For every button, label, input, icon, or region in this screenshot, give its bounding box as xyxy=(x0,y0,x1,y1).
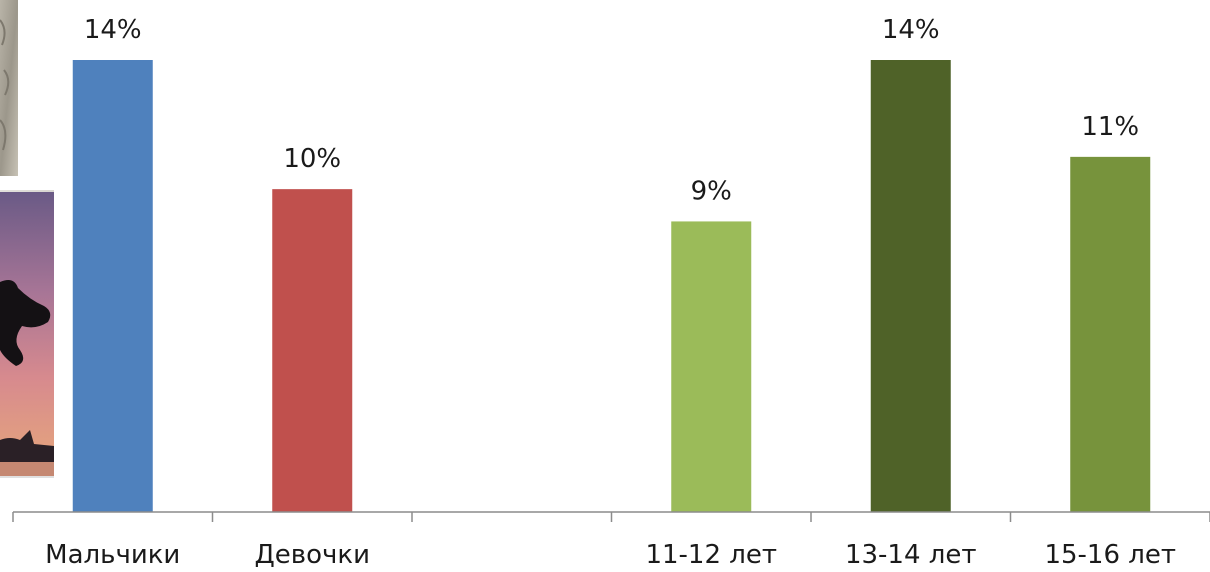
data-labels-layer: 14% 10% 9% 14% 11% xyxy=(84,15,1139,206)
photo-fragment-top xyxy=(0,0,18,176)
bar xyxy=(870,60,951,512)
bars-layer xyxy=(72,60,1151,512)
bar xyxy=(1070,156,1151,512)
x-axis: Мальчики Девочки 11-12 лет 13-14 лет 15-16 л… xyxy=(12,511,1210,570)
data-label: 14% xyxy=(84,15,142,45)
x-tick-label: Мальчики xyxy=(45,540,180,570)
bar xyxy=(72,60,153,512)
bar xyxy=(272,189,353,512)
bar xyxy=(671,221,752,512)
data-label: 10% xyxy=(283,144,341,174)
photo-fragment-sunset xyxy=(0,190,54,478)
x-tick-label: 13-14 лет xyxy=(845,540,977,570)
data-label: 9% xyxy=(691,176,732,206)
x-tick-label: 15-16 лет xyxy=(1044,540,1176,570)
x-tick-label: 11-12 лет xyxy=(645,540,777,570)
data-label: 11% xyxy=(1081,112,1139,142)
data-label: 14% xyxy=(882,15,940,45)
x-tick-label: Девочки xyxy=(254,540,370,570)
